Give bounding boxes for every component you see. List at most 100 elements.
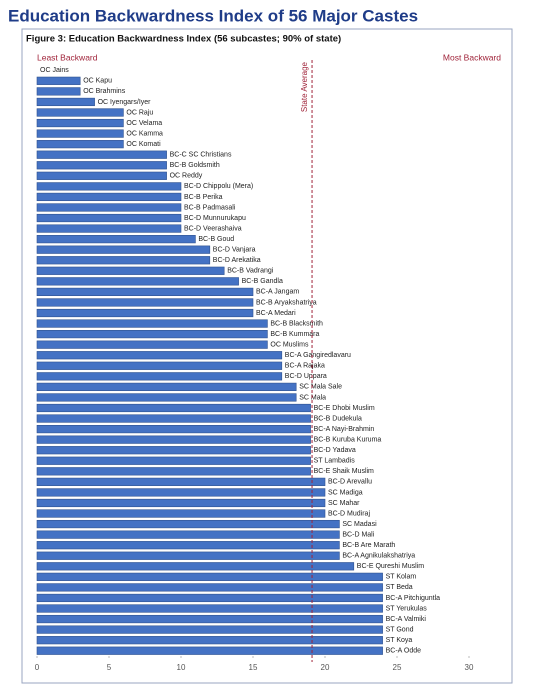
bar xyxy=(36,614,383,624)
bar xyxy=(36,298,254,307)
bar-label: BC-B Are Marath xyxy=(342,542,395,549)
bar xyxy=(36,519,340,529)
bar xyxy=(36,97,95,107)
bar xyxy=(36,224,182,233)
bar xyxy=(36,351,283,360)
bar-label: BC-B Perika xyxy=(184,194,223,201)
bar-label: ST Beda xyxy=(386,584,413,591)
bar xyxy=(36,446,311,455)
bar xyxy=(36,287,254,297)
bar-label: BC-D Mali xyxy=(342,531,374,538)
bar xyxy=(36,171,167,180)
bar-label: BC-B Goldsmith xyxy=(170,162,220,169)
bar-label: BC-A Medari xyxy=(256,310,296,317)
bar-label: SC Mala Sale xyxy=(299,384,342,391)
bar xyxy=(36,541,340,550)
bar-label: BC-D Munnurukapu xyxy=(184,215,246,222)
page-title: Education Backwardness Index of 56 Major… xyxy=(8,6,418,25)
bar xyxy=(36,382,297,391)
x-tick-label: 15 xyxy=(249,663,258,672)
bar xyxy=(36,414,311,423)
bar-label: BC-A Odde xyxy=(386,648,422,655)
bar xyxy=(36,266,225,275)
bar xyxy=(36,330,268,339)
bar-label: ST Gond xyxy=(386,626,414,633)
bar xyxy=(36,129,124,138)
bar xyxy=(36,530,340,539)
x-tick-label: 10 xyxy=(177,663,186,672)
bar xyxy=(36,477,326,486)
reference-label: State Average xyxy=(300,61,309,112)
bar-label: SC Mala xyxy=(299,394,326,401)
bar xyxy=(36,87,81,96)
bar-label: BC-A Rajaka xyxy=(285,363,325,370)
bar xyxy=(36,118,124,128)
bar-label: OC Raju xyxy=(126,109,153,116)
bar-label: BC-D Vanjara xyxy=(213,247,256,254)
bar xyxy=(36,636,383,645)
bar-label: ST Lambadis xyxy=(314,458,356,465)
bar xyxy=(36,393,297,402)
bar xyxy=(36,551,340,560)
right-annotation: Most Backward xyxy=(443,52,501,62)
bar-label: OC Komati xyxy=(126,141,161,148)
chart-title: Figure 3: Education Backwardness Index (… xyxy=(26,34,341,45)
bar-label: OC Kamma xyxy=(126,130,163,137)
bar-label: BC-B Dudekula xyxy=(314,415,362,422)
bar-label: OC Kapu xyxy=(83,78,112,85)
bar-label: BC-B Vadrangi xyxy=(227,268,274,275)
bar-label: BC-C SC Christians xyxy=(170,152,232,159)
bar xyxy=(36,245,211,254)
left-annotation: Least Backward xyxy=(37,52,98,62)
x-tick-label: 0 xyxy=(35,663,40,672)
bar xyxy=(36,372,283,381)
bar xyxy=(36,456,311,465)
bar xyxy=(36,150,167,159)
bar-label: BC-B Gandla xyxy=(242,278,283,285)
bar-label: BC-D Uppara xyxy=(285,373,327,380)
bar-label: BC-A Agnikulakshatriya xyxy=(342,553,415,560)
bar-label: BC-D Arevallu xyxy=(328,479,372,486)
bar xyxy=(36,235,196,244)
bar xyxy=(36,277,239,286)
bar-label: BC-D Mudiraj xyxy=(328,510,370,517)
bar xyxy=(36,572,383,581)
bar xyxy=(36,583,383,592)
bar-label: OC Reddy xyxy=(170,173,203,180)
bar xyxy=(36,76,81,85)
bar-label: BC-D Arekatika xyxy=(213,257,261,264)
bar xyxy=(36,161,167,170)
x-tick-label: 25 xyxy=(393,663,402,672)
bar-label: OC Velama xyxy=(126,120,162,127)
bar-label: OC Jains xyxy=(40,67,69,74)
bar-label: ST Yerukulas xyxy=(386,605,428,612)
bar xyxy=(36,319,268,328)
bar-label: ST Koya xyxy=(386,637,413,644)
bar-label: BC-D Chippolu (Mera) xyxy=(184,183,253,190)
bar-label: BC-B Blacksmith xyxy=(270,320,323,327)
bar xyxy=(36,488,326,497)
bar-label: BC-D Veerashaiva xyxy=(184,225,242,232)
bar-label: BC-B Goud xyxy=(198,236,234,243)
bar-label: OC Brahmins xyxy=(83,88,126,95)
x-tick-label: 30 xyxy=(465,663,474,672)
bar xyxy=(36,140,124,149)
bar-label: BC-A Gangiredlavaru xyxy=(285,352,351,359)
bar xyxy=(36,509,326,518)
bar xyxy=(36,361,283,370)
bar xyxy=(36,498,326,508)
bar-label: SC Madiga xyxy=(328,489,363,496)
bar xyxy=(36,403,311,413)
bar xyxy=(36,435,311,444)
bar-label: BC-A Pitchiguntla xyxy=(386,595,441,602)
bar xyxy=(36,203,182,212)
bar-label: BC-A Nayi-Brahmin xyxy=(314,426,375,433)
bar xyxy=(36,646,383,655)
bar-label: BC-A Valmiki xyxy=(386,616,427,623)
bar xyxy=(36,308,254,318)
bar-label: OC Muslims xyxy=(270,342,309,349)
bar xyxy=(36,593,383,603)
bar-label: SC Mahar xyxy=(328,500,360,507)
